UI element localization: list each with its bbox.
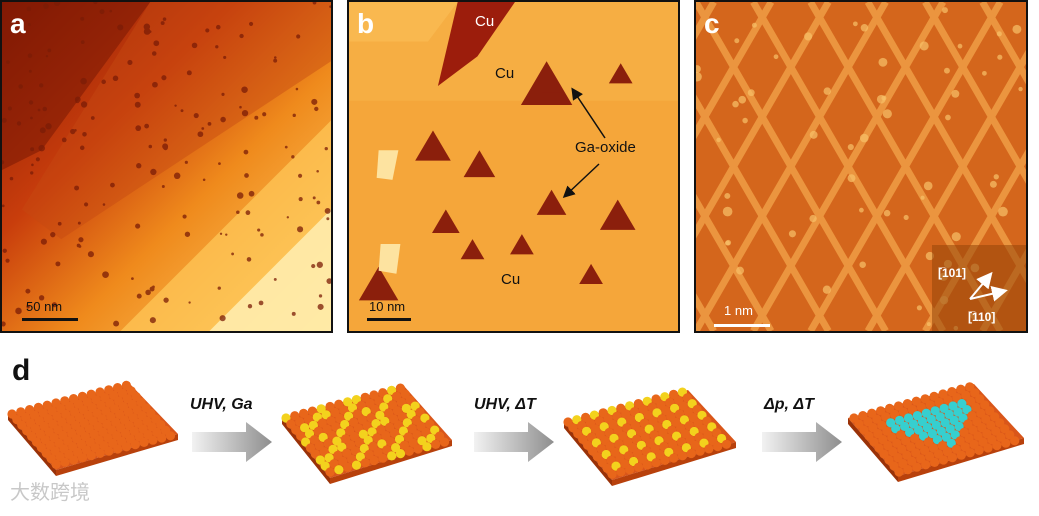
process-arrow-1 — [192, 422, 272, 462]
process-arrow-2 — [474, 422, 554, 462]
panel-label-d: d — [12, 354, 31, 387]
direction-inset: [̅101] [̅110] — [932, 245, 1026, 331]
step-label-1: UHV, Ga — [190, 396, 253, 413]
slab-ga-oxide — [848, 382, 1024, 482]
label-ga-oxide: Ga-oxide — [575, 139, 636, 156]
stm-panel-a: a 50 nm — [0, 0, 333, 333]
stm-panel-c: c [̅101] [̅110] 1 nm — [694, 0, 1028, 333]
scale-bar-b — [367, 318, 411, 321]
scale-text-b: 10 nm — [369, 299, 406, 314]
direction-label-1: [̅101] — [938, 266, 967, 280]
label-cu-mid: Cu — [495, 65, 515, 82]
label-cu-top: Cu — [475, 13, 495, 30]
slab-ga-deposited — [281, 383, 452, 484]
scale-bar-c — [714, 324, 770, 327]
panel-label-b: b — [357, 8, 375, 39]
scale-text-c: 1 nm — [724, 303, 753, 318]
watermark: 大数跨境 — [10, 482, 90, 504]
process-arrow-3 — [762, 422, 842, 462]
slab-ga-alloy — [563, 387, 736, 486]
scale-bar-a — [22, 318, 78, 321]
direction-label-2: [̅110] — [968, 310, 996, 324]
label-cu-bottom: Cu — [501, 271, 521, 288]
step-label-3: Δp, ΔT — [764, 396, 814, 413]
panel-label-a: a — [10, 8, 26, 39]
annotation-arrows — [562, 87, 606, 199]
scale-text-a: 50 nm — [26, 299, 63, 314]
stm-image-b — [349, 2, 678, 331]
step-label-2: UHV, ΔT — [474, 396, 536, 413]
stm-panel-b: b Cu Cu Cu Ga-oxide 10 nm — [347, 0, 680, 333]
panel-label-c: c — [704, 8, 720, 39]
slab-clean-cu — [7, 380, 178, 476]
stm-image-a — [2, 2, 331, 331]
